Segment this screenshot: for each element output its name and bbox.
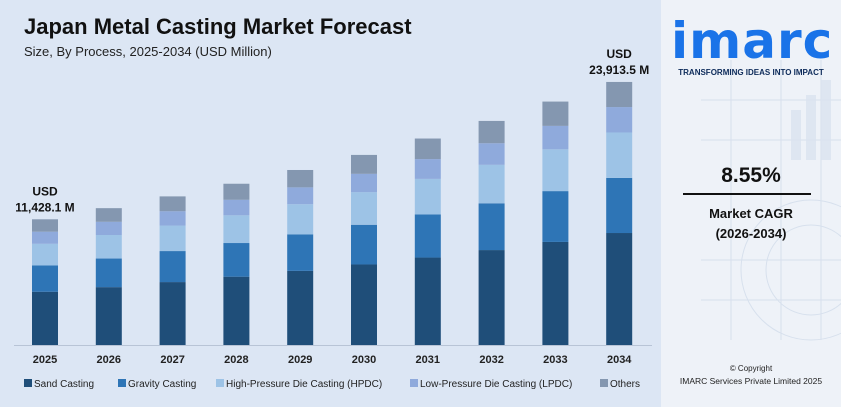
cagr-value: 8.55% [721,164,781,187]
legend-label: Sand Casting [34,379,94,390]
legend-swatch [118,379,126,387]
copyright-notice: © Copyright [729,364,773,373]
bar-segment [606,177,633,234]
bar-segment [542,125,569,150]
chart-panel: Japan Metal Casting Market Forecast Size… [0,0,661,407]
x-tick-label: 2034 [607,354,632,366]
bar-segment [478,203,505,251]
bar-segment [542,241,569,345]
bar-segment [351,264,377,345]
bar-segment [223,215,250,244]
bar-segment [223,183,250,200]
annotation-currency: USD [32,184,58,198]
bar-segment [542,191,569,242]
bar-segment [32,219,58,232]
legend-label: Gravity Casting [128,379,196,390]
background-decoration [701,60,841,341]
x-tick-label: 2033 [543,354,567,366]
bar-segment [606,107,633,133]
bar-segment [414,159,441,179]
bar-segment [223,243,250,277]
bar-segment [95,235,122,259]
annotation-value: 11,428.1 M [15,200,74,214]
bar-segment [159,251,186,283]
bar-segment [159,225,186,252]
bar-segment [32,265,58,292]
bar-segment [32,243,58,266]
chart-subtitle: Size, By Process, 2025-2034 (USD Million… [24,44,272,59]
x-tick-label: 2025 [33,354,57,366]
x-tick-label: 2027 [160,354,184,366]
x-tick-label: 2032 [479,354,503,366]
legend-swatch [216,379,224,387]
bar-segment [287,204,314,235]
bar-segment [223,199,250,216]
bar-segment [542,149,569,192]
bar-segment [414,138,441,160]
bar-segment [478,250,505,345]
bar-segment [95,221,122,235]
bar-segment [351,173,377,193]
bar-segment [414,178,441,215]
cagr-label: Market CAGR [709,206,793,221]
bar-segment [287,169,314,188]
x-tick-label: 2028 [224,354,248,366]
x-tick-label: 2030 [352,354,376,366]
bar-segment [223,276,250,345]
bar-segment [287,187,314,205]
bar-segment [478,164,505,204]
bar-segment [159,196,186,212]
bar-segment [351,224,377,265]
bar-segment [606,233,633,345]
bar-segment [95,258,122,288]
bar-segment [287,234,314,271]
legend-swatch [24,379,32,387]
bar-segment [606,81,633,108]
x-tick-label: 2026 [97,354,121,366]
bar-segment [414,214,441,258]
bar-segment [159,282,186,345]
bar-segment [542,101,569,126]
legend-label: Low-Pressure Die Casting (LPDC) [420,379,572,390]
bar-segment [414,257,441,345]
legend-label: High-Pressure Die Casting (HPDC) [226,379,382,390]
side-panel: imarc TRANSFORMING IDEAS INTO IMPACT 8.5… [661,0,841,407]
copyright-holder: IMARC Services Private Limited 2025 [679,376,823,386]
imarc-logo: imarc TRANSFORMING IDEAS INTO IMPACT [671,12,834,77]
bar-segment [478,120,505,144]
annotation-value: 23,913.5 M [589,63,649,77]
x-tick-label: 2029 [288,354,312,366]
bar-segment [351,154,377,174]
legend-label: Others [610,379,640,390]
cagr-divider [683,193,811,195]
annotation-currency: USD [607,47,633,61]
bar-segment [606,132,633,178]
legend-swatch [600,379,608,387]
bar-segment [159,211,186,226]
bar-segment [287,270,314,345]
bar-segment [351,192,377,225]
bar-segment [478,143,505,165]
stacked-bar-chart: 2025 2026 2027 2028 2029 2030 2031 2032 2033 2034… [14,47,652,390]
bar-segment [95,208,122,222]
logo-wordmark: imarc [671,12,834,70]
bar-segment [32,231,58,244]
legend-swatch [410,379,418,387]
chart-title: Japan Metal Casting Market Forecast [24,14,412,39]
bar-segment [95,287,122,345]
logo-tagline: TRANSFORMING IDEAS INTO IMPACT [678,68,824,77]
x-tick-label: 2031 [416,354,440,366]
bar-segment [32,291,58,345]
cagr-period: (2026-2034) [715,226,787,241]
